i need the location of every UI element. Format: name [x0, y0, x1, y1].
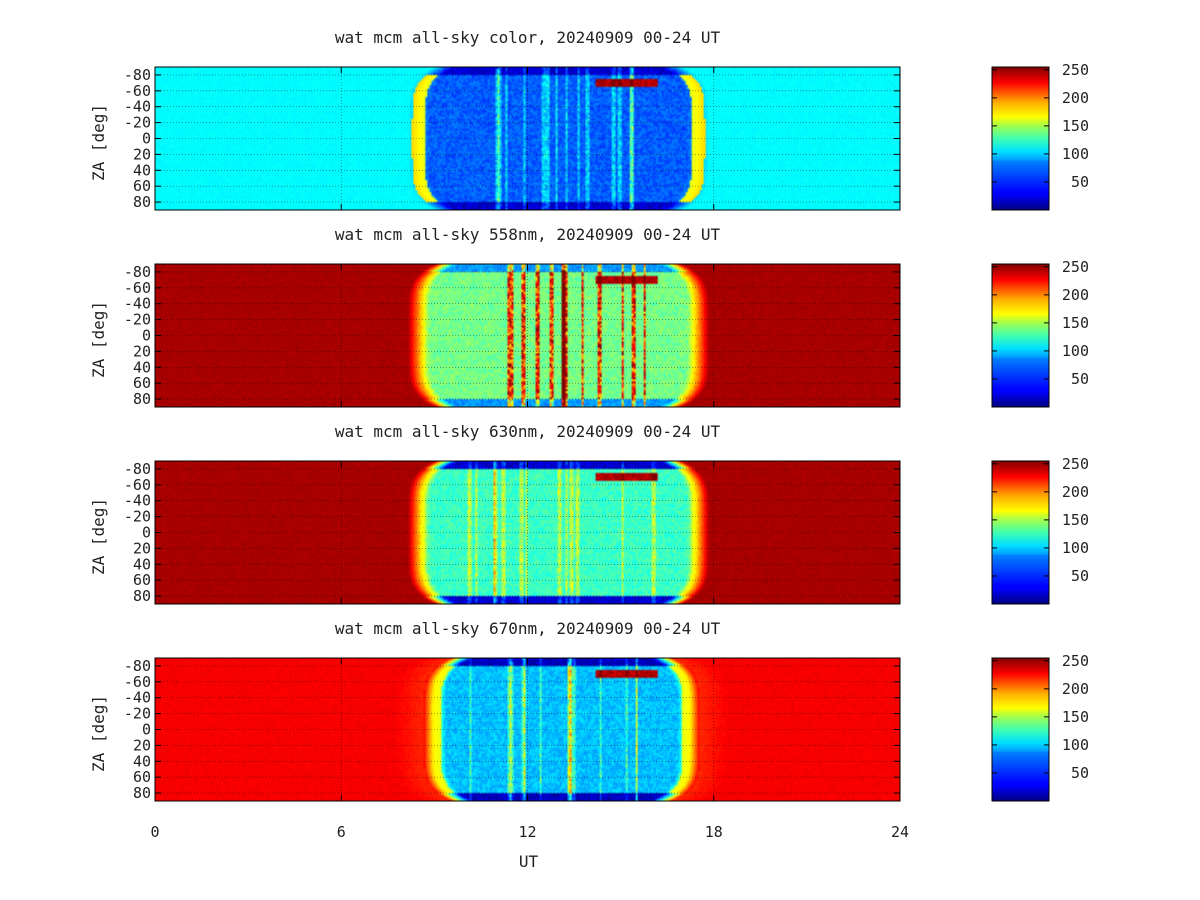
- colorbar-tick-label: 150: [1062, 314, 1089, 332]
- y-tick-label: -80: [124, 460, 151, 478]
- colorbar-tick-label: 100: [1062, 736, 1089, 754]
- y-tick-label: -40: [124, 295, 151, 313]
- panel-title: wat mcm all-sky color, 20240909 00-24 UT: [335, 28, 721, 47]
- y-tick-label: -80: [124, 66, 151, 84]
- plot-frame: [154, 657, 901, 802]
- keogram-panel-color: wat mcm all-sky color, 20240909 00-24 UT…: [89, 28, 1089, 211]
- y-tick-label: -40: [124, 98, 151, 116]
- colorbar-tick-label: 200: [1062, 483, 1089, 501]
- y-tick-label: 60: [133, 374, 151, 392]
- y-tick-label: -80: [124, 657, 151, 675]
- y-tick-label: 40: [133, 555, 151, 573]
- colorbar-tick-label: 250: [1062, 61, 1089, 79]
- y-tick-label: 80: [133, 784, 151, 802]
- panel-title: wat mcm all-sky 558nm, 20240909 00-24 UT: [335, 225, 721, 244]
- y-tick-label: 80: [133, 587, 151, 605]
- y-tick-label: 0: [142, 721, 151, 739]
- plot-frame: [154, 460, 901, 605]
- y-tick-label: -40: [124, 492, 151, 510]
- colorbar-tick-label: 100: [1062, 145, 1089, 163]
- y-tick-label: -60: [124, 279, 151, 297]
- y-tick-label: -60: [124, 673, 151, 691]
- y-tick-label: -60: [124, 82, 151, 100]
- colorbar-tick-label: 150: [1062, 708, 1089, 726]
- y-tick-label: -20: [124, 705, 151, 723]
- plot-frame: [154, 263, 901, 408]
- y-tick-label: 20: [133, 342, 151, 360]
- keogram-panel-670: wat mcm all-sky 670nm, 20240909 00-24 UT…: [89, 619, 1089, 871]
- y-tick-label: 20: [133, 145, 151, 163]
- x-tick-label: 6: [337, 823, 346, 841]
- y-axis-label: ZA [deg]: [89, 301, 108, 378]
- y-tick-label: 40: [133, 161, 151, 179]
- colorbar-tick-label: 200: [1062, 89, 1089, 107]
- y-tick-label: -20: [124, 114, 151, 132]
- x-tick-label: 24: [891, 823, 909, 841]
- colorbar-tick-label: 150: [1062, 117, 1089, 135]
- colorbar: [991, 66, 1050, 211]
- keogram-panel-558: wat mcm all-sky 558nm, 20240909 00-24 UT…: [89, 225, 1089, 408]
- y-tick-label: 0: [142, 130, 151, 148]
- colorbar: [991, 657, 1050, 802]
- y-tick-label: -60: [124, 476, 151, 494]
- panel-title: wat mcm all-sky 670nm, 20240909 00-24 UT: [335, 619, 721, 638]
- colorbar-tick-label: 50: [1071, 173, 1089, 191]
- y-tick-label: 80: [133, 193, 151, 211]
- colorbar: [991, 263, 1050, 408]
- y-tick-label: -80: [124, 263, 151, 281]
- colorbar-tick-label: 50: [1071, 764, 1089, 782]
- y-tick-label: 80: [133, 390, 151, 408]
- colorbar-tick-label: 250: [1062, 455, 1089, 473]
- panel-title: wat mcm all-sky 630nm, 20240909 00-24 UT: [335, 422, 721, 441]
- plot-frame: [154, 66, 901, 211]
- y-tick-label: 60: [133, 177, 151, 195]
- y-tick-label: -20: [124, 311, 151, 329]
- colorbar-tick-label: 150: [1062, 511, 1089, 529]
- x-axis-label: UT: [519, 852, 539, 871]
- keogram-panel-630: wat mcm all-sky 630nm, 20240909 00-24 UT…: [89, 422, 1089, 605]
- colorbar: [991, 460, 1050, 605]
- y-tick-label: -20: [124, 508, 151, 526]
- y-tick-label: 60: [133, 571, 151, 589]
- y-tick-label: 20: [133, 736, 151, 754]
- x-tick-label: 0: [150, 823, 159, 841]
- y-axis-label: ZA [deg]: [89, 104, 108, 181]
- x-tick-label: 18: [705, 823, 723, 841]
- colorbar-tick-label: 50: [1071, 370, 1089, 388]
- colorbar-tick-label: 50: [1071, 567, 1089, 585]
- colorbar-tick-label: 200: [1062, 286, 1089, 304]
- colorbar-tick-label: 250: [1062, 652, 1089, 670]
- y-axis-label: ZA [deg]: [89, 695, 108, 772]
- y-tick-label: 40: [133, 358, 151, 376]
- colorbar-tick-label: 100: [1062, 342, 1089, 360]
- colorbar-tick-label: 200: [1062, 680, 1089, 698]
- y-tick-label: 40: [133, 752, 151, 770]
- y-tick-label: 0: [142, 524, 151, 542]
- colorbar-tick-label: 100: [1062, 539, 1089, 557]
- y-tick-label: 0: [142, 327, 151, 345]
- y-axis-label: ZA [deg]: [89, 498, 108, 575]
- colorbar-tick-label: 250: [1062, 258, 1089, 276]
- y-tick-label: 20: [133, 539, 151, 557]
- y-tick-label: -40: [124, 689, 151, 707]
- x-tick-label: 12: [518, 823, 536, 841]
- y-tick-label: 60: [133, 768, 151, 786]
